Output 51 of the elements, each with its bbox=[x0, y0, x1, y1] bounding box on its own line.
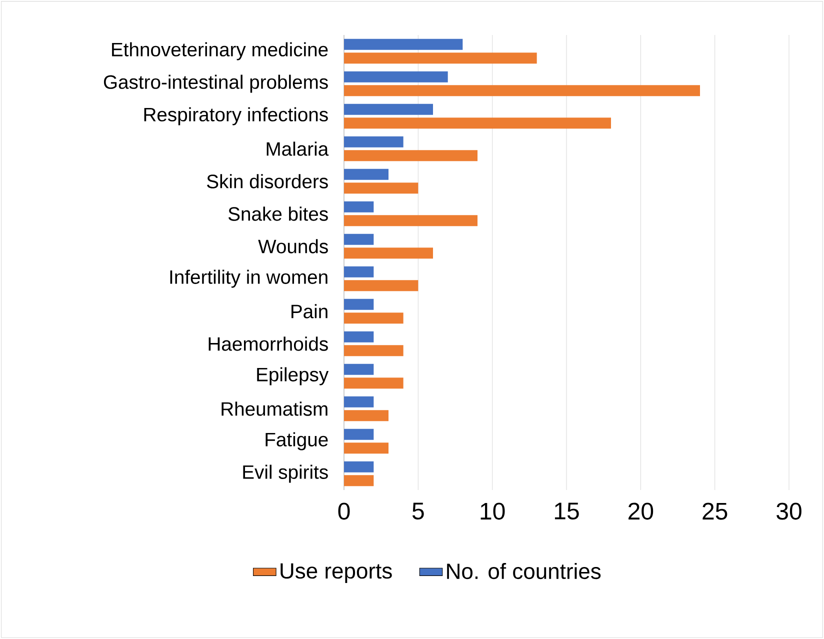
bar bbox=[344, 118, 611, 129]
y-tick-label: Infertility in women bbox=[170, 270, 328, 288]
y-tick-label: Pain bbox=[292, 304, 328, 318]
y-tick-label: Wounds bbox=[258, 239, 328, 254]
x-tick-label: 15 bbox=[554, 502, 579, 520]
bar bbox=[344, 136, 404, 148]
x-tick-label: 25 bbox=[702, 502, 728, 520]
bar bbox=[344, 442, 389, 454]
y-tick-label: Rheumatism bbox=[222, 402, 328, 416]
y-tick-label: Epilepsy bbox=[257, 367, 329, 386]
bar bbox=[344, 280, 418, 292]
bar bbox=[344, 104, 434, 115]
bar bbox=[344, 266, 374, 278]
y-tick-label: Snake bites bbox=[228, 206, 328, 221]
bar bbox=[344, 182, 418, 194]
bar bbox=[344, 410, 389, 422]
bar bbox=[344, 475, 374, 486]
x-tick-label: 10 bbox=[480, 502, 505, 520]
bar bbox=[344, 331, 374, 342]
bar bbox=[344, 38, 463, 50]
legend-label: Use reports bbox=[280, 563, 392, 584]
y-tick-label: Gastro-intestinal problems bbox=[104, 74, 328, 93]
y-tick-label: Skin disorders bbox=[207, 174, 328, 188]
bar bbox=[344, 150, 478, 162]
bar bbox=[344, 345, 404, 356]
bar bbox=[344, 201, 374, 212]
x-tick-label: 5 bbox=[412, 502, 424, 520]
bar bbox=[344, 168, 389, 180]
y-tick-label: Evil spirits bbox=[243, 464, 328, 483]
x-tick-label: 0 bbox=[338, 502, 350, 520]
bar bbox=[344, 215, 478, 226]
bar bbox=[344, 298, 374, 310]
bar bbox=[344, 248, 434, 259]
bar bbox=[344, 461, 374, 472]
y-tick-label: Fatigue bbox=[266, 432, 328, 450]
bar bbox=[344, 428, 374, 440]
bar bbox=[344, 396, 374, 408]
bar bbox=[344, 312, 404, 324]
legend-label: No. of countries bbox=[447, 562, 601, 580]
bar bbox=[344, 71, 448, 82]
bar bbox=[344, 364, 374, 375]
bar bbox=[344, 85, 700, 96]
y-tick-label: Respiratory infections bbox=[144, 107, 328, 126]
x-tick-label: 20 bbox=[628, 502, 654, 520]
x-tick-label: 30 bbox=[776, 502, 802, 520]
bar bbox=[344, 52, 537, 64]
bar bbox=[344, 234, 374, 245]
bar bbox=[344, 378, 404, 389]
y-tick-label: Ethnoveterinary medicine bbox=[112, 42, 328, 60]
y-tick-label: Haemorrhoids bbox=[208, 336, 328, 351]
y-tick-label: Malaria bbox=[266, 142, 329, 156]
